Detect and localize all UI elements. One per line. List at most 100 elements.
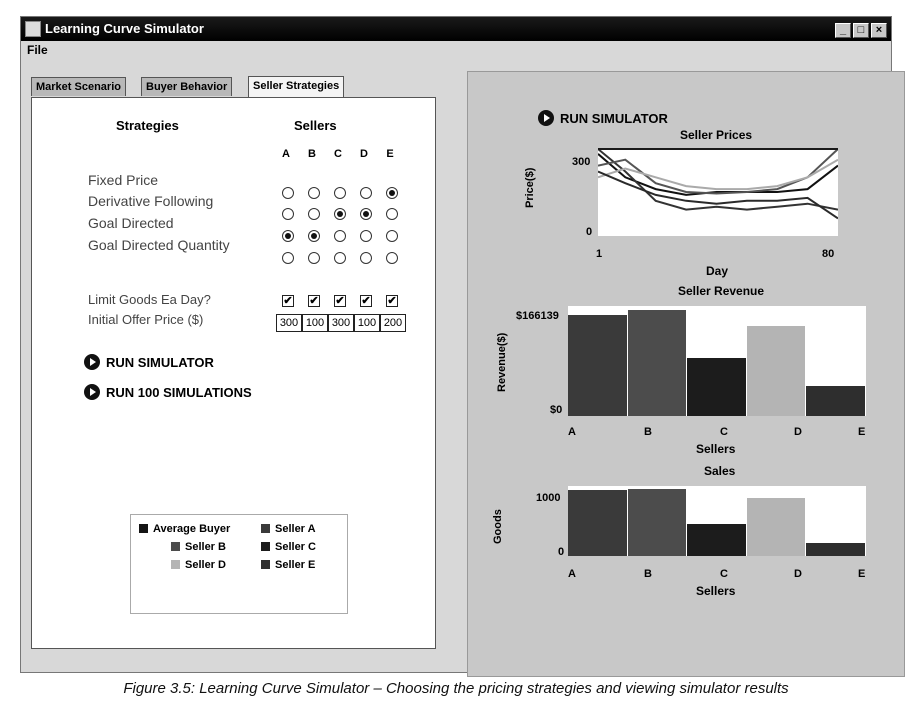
legend-swatch bbox=[139, 524, 148, 533]
strategy-radio-d[interactable] bbox=[360, 230, 372, 242]
strategies-header: Strategies bbox=[116, 118, 179, 133]
strategy-radio-a[interactable] bbox=[282, 208, 294, 220]
initial-offer-input-c[interactable]: 300 bbox=[328, 314, 354, 332]
limit-goods-checkbox-e[interactable]: ✔ bbox=[386, 295, 398, 307]
strategy-radio-b[interactable] bbox=[308, 252, 320, 264]
price-line-seller-e bbox=[597, 170, 839, 220]
row-goal-directed: Goal Directed bbox=[88, 215, 174, 231]
sales-x-tick: C bbox=[720, 568, 728, 580]
strategy-radio-c[interactable] bbox=[334, 187, 346, 199]
prices-y-tick: 300 bbox=[572, 156, 591, 168]
strategy-radio-b[interactable] bbox=[308, 230, 320, 242]
strategy-radio-b[interactable] bbox=[308, 187, 320, 199]
sales-bar-c bbox=[687, 523, 746, 556]
app-icon bbox=[25, 21, 41, 37]
strategy-radio-a[interactable] bbox=[282, 187, 294, 199]
price-line-seller-d bbox=[597, 158, 839, 191]
close-icon[interactable]: × bbox=[871, 23, 887, 38]
seller-legend: Average Buyer Seller A Seller B Seller C… bbox=[130, 514, 348, 614]
initial-offer-label: Initial Offer Price ($) bbox=[88, 312, 204, 327]
row-derivative-following: Derivative Following bbox=[88, 193, 214, 209]
initial-offer-input-a[interactable]: 300 bbox=[276, 314, 302, 332]
strategy-radio-e[interactable] bbox=[386, 208, 398, 220]
sales-bar-e bbox=[806, 543, 865, 556]
legend-item: Seller A bbox=[261, 523, 316, 535]
column-d: D bbox=[360, 148, 368, 160]
strategy-radio-c[interactable] bbox=[334, 252, 346, 264]
prices-y-label: Price($) bbox=[524, 167, 536, 208]
sales-chart-title: Sales bbox=[704, 464, 736, 478]
limit-goods-checkbox-a[interactable]: ✔ bbox=[282, 295, 294, 307]
row-goal-directed-quantity: Goal Directed Quantity bbox=[88, 237, 230, 253]
sales-x-tick: A bbox=[568, 568, 576, 580]
strategy-radio-b[interactable] bbox=[308, 208, 320, 220]
prices-x-label: Day bbox=[706, 264, 729, 278]
revenue-y-tick: $166139 bbox=[516, 310, 559, 322]
sales-x-label: Sellers bbox=[696, 584, 736, 598]
maximize-icon[interactable]: □ bbox=[853, 23, 869, 38]
revenue-bar-d bbox=[746, 325, 806, 416]
menu-file[interactable]: File bbox=[27, 43, 48, 57]
revenue-x-tick: A bbox=[568, 426, 576, 438]
sales-x-tick: D bbox=[794, 568, 802, 580]
prices-plot-area bbox=[597, 148, 839, 236]
strategy-radio-e[interactable] bbox=[386, 230, 398, 242]
window-title: Learning Curve Simulator bbox=[45, 21, 204, 36]
run-simulator-button-right[interactable]: RUN SIMULATOR bbox=[538, 110, 668, 126]
strategy-radio-d[interactable] bbox=[360, 208, 372, 220]
strategy-radio-a[interactable] bbox=[282, 252, 294, 264]
sales-y-label: Goods bbox=[492, 509, 504, 544]
prices-x-tick: 1 bbox=[596, 248, 603, 260]
prices-x-tick: 80 bbox=[822, 248, 835, 260]
initial-offer-input-d[interactable]: 100 bbox=[354, 314, 380, 332]
legend-item: Seller B bbox=[171, 541, 226, 553]
limit-goods-checkbox-c[interactable]: ✔ bbox=[334, 295, 346, 307]
strategy-radio-c[interactable] bbox=[334, 208, 346, 220]
tab-seller-strategies[interactable]: Seller Strategies bbox=[248, 76, 345, 97]
revenue-x-tick: D bbox=[794, 426, 802, 438]
strategy-radio-e[interactable] bbox=[386, 252, 398, 264]
sales-y-tick: 0 bbox=[558, 546, 565, 558]
menu-bar: File bbox=[21, 41, 891, 59]
column-e: E bbox=[386, 148, 394, 160]
sales-plot-area bbox=[568, 486, 866, 556]
column-b: B bbox=[308, 148, 316, 160]
column-a: A bbox=[282, 148, 290, 160]
strategy-radio-d[interactable] bbox=[360, 252, 372, 264]
figure-caption: Figure 3.5: Learning Curve Simulator – C… bbox=[123, 680, 789, 697]
sales-bar-d bbox=[746, 497, 806, 556]
tab-buyer-behavior[interactable]: Buyer Behavior bbox=[141, 77, 233, 96]
sellers-header: Sellers bbox=[294, 118, 337, 133]
legend-swatch bbox=[261, 524, 270, 533]
app-window: Learning Curve Simulator _ □ × File Market… bbox=[20, 16, 905, 677]
initial-offer-input-e[interactable]: 200 bbox=[380, 314, 406, 332]
limit-goods-checkbox-b[interactable]: ✔ bbox=[308, 295, 320, 307]
sales-bar-a bbox=[568, 489, 627, 556]
strategy-radio-e[interactable] bbox=[386, 187, 398, 199]
revenue-bar-e bbox=[806, 386, 865, 416]
prices-chart-title: Seller Prices bbox=[680, 128, 753, 142]
prices-y-tick: 0 bbox=[586, 226, 593, 238]
revenue-bar-b bbox=[627, 310, 687, 416]
run-100-simulations-button[interactable]: RUN 100 SIMULATIONS bbox=[84, 384, 252, 400]
legend-swatch bbox=[171, 542, 180, 551]
strategy-radio-c[interactable] bbox=[334, 230, 346, 242]
row-fixed-price: Fixed Price bbox=[88, 172, 159, 188]
revenue-plot-area bbox=[568, 306, 866, 416]
initial-offer-input-b[interactable]: 100 bbox=[302, 314, 328, 332]
strategy-radio-d[interactable] bbox=[360, 187, 372, 199]
minimize-icon[interactable]: _ bbox=[835, 23, 851, 38]
prices-plot bbox=[597, 148, 839, 220]
revenue-bar-c bbox=[687, 358, 746, 416]
play-icon bbox=[84, 384, 100, 400]
limit-goods-checkbox-d[interactable]: ✔ bbox=[360, 295, 372, 307]
revenue-y-tick: $0 bbox=[550, 404, 563, 416]
strategy-radio-a[interactable] bbox=[282, 230, 294, 242]
legend-item: Seller E bbox=[261, 559, 315, 571]
legend-swatch bbox=[261, 542, 270, 551]
results-panel: RUN SIMULATOR Seller Prices Price($) 300… bbox=[467, 71, 905, 677]
revenue-x-label: Sellers bbox=[696, 442, 736, 456]
tab-market-scenario[interactable]: Market Scenario bbox=[31, 77, 126, 96]
revenue-y-label: Revenue($) bbox=[496, 332, 508, 392]
run-simulator-button[interactable]: RUN SIMULATOR bbox=[84, 354, 214, 370]
